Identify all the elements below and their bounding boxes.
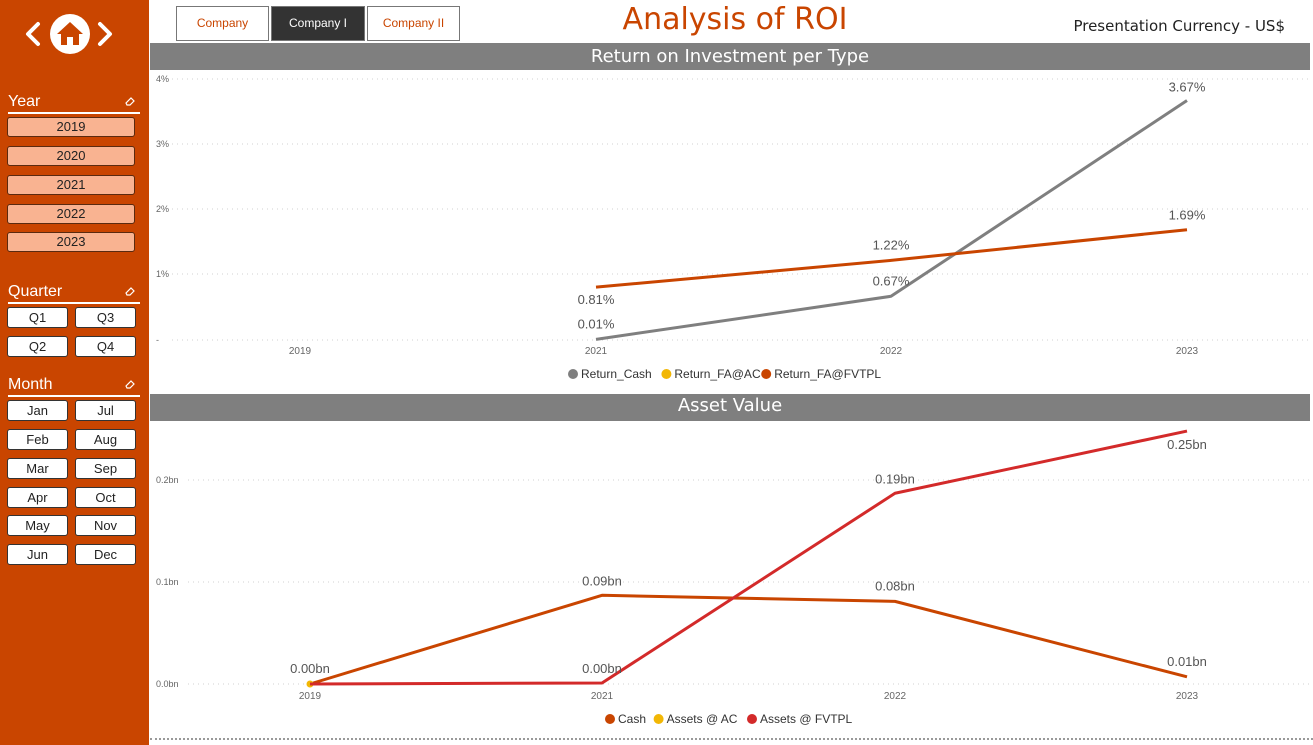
legend-label: Return_FA@AC	[674, 367, 761, 381]
forward-button[interactable]	[92, 18, 118, 50]
month-apr-button[interactable]: Apr	[7, 487, 68, 508]
navigation-buttons	[0, 10, 149, 58]
data-label: 0.01%	[578, 316, 615, 331]
legend-marker	[653, 714, 664, 724]
asset-chart-title: Asset Value	[150, 394, 1310, 421]
month-nov-button[interactable]: Nov	[75, 515, 136, 536]
year-2019-button[interactable]: 2019	[7, 117, 135, 137]
asset-value-line-chart: 0.2bn 0.1bn 0.0bn 2019 2021 2022 2023 0.00bn 0.0…	[156, 429, 1310, 726]
chevron-left-icon	[26, 22, 40, 46]
presentation-currency: Presentation Currency - US$	[1073, 17, 1285, 35]
eraser-icon[interactable]	[124, 285, 136, 297]
data-label: 1.22%	[873, 237, 910, 252]
x-tick-label: 2022	[880, 346, 903, 357]
x-tick-label: 2019	[299, 691, 322, 702]
year-2023-button[interactable]: 2023	[7, 232, 135, 252]
month-mar-button[interactable]: Mar	[7, 458, 68, 479]
series-line-cash	[309, 593, 1188, 686]
quarter-slicer-label: Quarter	[8, 283, 63, 300]
legend-marker	[761, 369, 772, 379]
legend-label: Assets @ AC	[667, 712, 738, 726]
legend-label: Cash	[618, 712, 646, 726]
legend-label: Return_FA@FVTPL	[774, 367, 881, 381]
x-tick-label: 2023	[1176, 346, 1199, 357]
legend-marker	[568, 369, 578, 379]
legend-marker	[661, 369, 672, 379]
month-feb-button[interactable]: Feb	[7, 429, 68, 450]
back-button[interactable]	[20, 18, 46, 50]
series-line-assets-fvtpl	[309, 429, 1188, 686]
y-tick-label: 0.0bn	[156, 679, 179, 689]
legend-marker	[747, 714, 757, 724]
x-tick-label: 2021	[591, 691, 614, 702]
quarter-q4-button[interactable]: Q4	[75, 336, 136, 357]
series-line-return-fa-fvtpl	[595, 228, 1188, 289]
y-tick-label: -	[156, 335, 159, 345]
legend-label: Return_Cash	[581, 367, 652, 381]
data-label: 1.69%	[1169, 208, 1206, 223]
month-aug-button[interactable]: Aug	[75, 429, 136, 450]
year-2021-button[interactable]: 2021	[7, 175, 135, 195]
sidebar: Year 2019 2020 2021 2022 2023 Quarter Q1…	[0, 0, 149, 745]
data-label: 0.01bn	[1167, 654, 1207, 669]
eraser-icon[interactable]	[124, 378, 136, 390]
legend-label: Assets @ FVTPL	[760, 712, 853, 726]
data-label: 0.00bn	[582, 661, 622, 676]
data-label: 0.67%	[873, 273, 910, 288]
y-tick-label: 1%	[156, 269, 169, 279]
home-button[interactable]	[50, 14, 90, 54]
x-tick-label: 2021	[585, 346, 608, 357]
month-slicer-label: Month	[8, 376, 53, 393]
data-label: 0.25bn	[1167, 437, 1207, 452]
roi-line-chart: 4% 3% 2% 1% - 2019 2021 2022 2023 0.01% 0.67% 3.67%…	[156, 74, 1310, 381]
year-2022-button[interactable]: 2022	[7, 204, 135, 224]
quarter-q2-button[interactable]: Q2	[7, 336, 68, 357]
y-tick-label: 0.1bn	[156, 577, 179, 587]
month-sep-button[interactable]: Sep	[75, 458, 136, 479]
tab-company-ii[interactable]: Company II	[367, 6, 460, 41]
year-slicer-label: Year	[8, 93, 41, 110]
month-may-button[interactable]: May	[7, 515, 68, 536]
data-label: 0.09bn	[582, 573, 622, 588]
home-icon	[57, 22, 83, 45]
chevron-right-icon	[98, 22, 112, 46]
month-jun-button[interactable]: Jun	[7, 544, 68, 565]
roi-chart-title: Return on Investment per Type	[150, 43, 1310, 70]
tab-company[interactable]: Company	[176, 6, 269, 41]
data-label: 0.81%	[578, 292, 615, 307]
x-tick-label: 2019	[289, 346, 312, 357]
y-tick-label: 4%	[156, 74, 169, 84]
month-jul-button[interactable]: Jul	[75, 400, 136, 421]
quarter-q1-button[interactable]: Q1	[7, 307, 68, 328]
page-title: Analysis of ROI	[622, 2, 848, 37]
quarter-q3-button[interactable]: Q3	[75, 307, 136, 328]
bottom-divider	[150, 738, 1313, 740]
year-slicer-title: Year	[8, 93, 140, 114]
year-2020-button[interactable]: 2020	[7, 146, 135, 166]
data-label: 0.19bn	[875, 471, 915, 486]
tab-company-i[interactable]: Company I	[271, 6, 365, 41]
data-label: 3.67%	[1169, 80, 1206, 95]
x-tick-label: 2023	[1176, 691, 1199, 702]
y-tick-label: 3%	[156, 139, 169, 149]
eraser-icon[interactable]	[124, 95, 136, 107]
month-jan-button[interactable]: Jan	[7, 400, 68, 421]
month-oct-button[interactable]: Oct	[75, 487, 136, 508]
legend-marker	[605, 714, 615, 724]
data-label: 0.00bn	[290, 661, 330, 676]
month-slicer-title: Month	[8, 376, 140, 397]
y-tick-label: 0.2bn	[156, 475, 179, 485]
quarter-slicer-title: Quarter	[8, 283, 140, 304]
x-tick-label: 2022	[884, 691, 907, 702]
y-tick-label: 2%	[156, 204, 169, 214]
series-line-return-cash	[595, 99, 1188, 341]
data-label: 0.08bn	[875, 578, 915, 593]
month-dec-button[interactable]: Dec	[75, 544, 136, 565]
